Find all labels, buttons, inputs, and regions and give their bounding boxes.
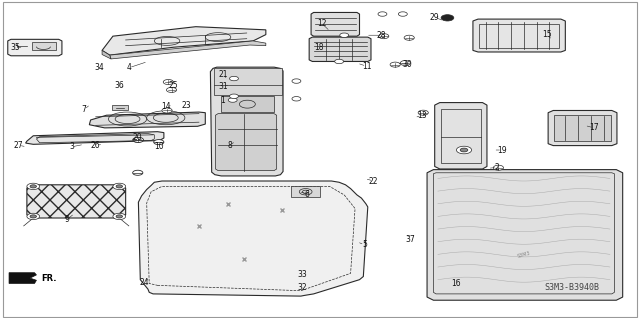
Circle shape bbox=[441, 15, 454, 21]
Circle shape bbox=[378, 12, 387, 16]
Circle shape bbox=[228, 98, 237, 102]
Text: 2: 2 bbox=[495, 163, 500, 172]
Circle shape bbox=[404, 35, 414, 40]
Circle shape bbox=[340, 33, 349, 37]
Polygon shape bbox=[27, 185, 125, 218]
Circle shape bbox=[379, 33, 389, 39]
Text: 25: 25 bbox=[168, 81, 179, 90]
Text: 5: 5 bbox=[362, 241, 367, 249]
Circle shape bbox=[400, 61, 410, 66]
Text: 27: 27 bbox=[14, 141, 24, 150]
Circle shape bbox=[163, 79, 173, 85]
Circle shape bbox=[133, 137, 143, 142]
Circle shape bbox=[460, 148, 468, 152]
Circle shape bbox=[335, 59, 344, 64]
Circle shape bbox=[166, 87, 177, 93]
Circle shape bbox=[27, 213, 40, 219]
Text: 20: 20 bbox=[132, 133, 142, 142]
Text: 9: 9 bbox=[65, 215, 70, 224]
Polygon shape bbox=[26, 132, 164, 144]
Polygon shape bbox=[102, 50, 111, 59]
Circle shape bbox=[398, 12, 407, 16]
Circle shape bbox=[292, 97, 301, 101]
Polygon shape bbox=[311, 12, 360, 36]
Polygon shape bbox=[102, 27, 266, 55]
Polygon shape bbox=[112, 105, 127, 109]
Circle shape bbox=[116, 215, 122, 218]
Circle shape bbox=[456, 146, 472, 154]
Polygon shape bbox=[138, 181, 368, 296]
Text: 33: 33 bbox=[298, 271, 307, 279]
Polygon shape bbox=[554, 115, 611, 141]
Polygon shape bbox=[216, 114, 276, 171]
Text: 11: 11 bbox=[362, 62, 371, 71]
Polygon shape bbox=[214, 68, 282, 95]
Text: 34: 34 bbox=[94, 63, 104, 72]
Polygon shape bbox=[473, 19, 565, 52]
Text: 16: 16 bbox=[451, 279, 461, 288]
Text: 3: 3 bbox=[69, 142, 74, 151]
Circle shape bbox=[390, 62, 400, 67]
Text: 23: 23 bbox=[181, 100, 191, 110]
Text: 8: 8 bbox=[227, 141, 232, 150]
Text: 32: 32 bbox=[298, 283, 307, 292]
Polygon shape bbox=[90, 112, 205, 128]
Circle shape bbox=[230, 76, 239, 81]
Text: 29: 29 bbox=[430, 13, 440, 22]
Circle shape bbox=[27, 183, 40, 189]
Circle shape bbox=[230, 94, 239, 99]
Circle shape bbox=[113, 213, 125, 219]
Circle shape bbox=[30, 185, 36, 188]
Text: 17: 17 bbox=[589, 123, 599, 132]
Circle shape bbox=[116, 185, 122, 188]
Text: 14: 14 bbox=[161, 102, 171, 111]
Text: 22: 22 bbox=[369, 176, 378, 186]
Polygon shape bbox=[8, 39, 62, 56]
Circle shape bbox=[162, 108, 172, 113]
Text: S3M3-B3940B: S3M3-B3940B bbox=[544, 283, 599, 292]
Text: 26: 26 bbox=[91, 141, 100, 150]
Text: 21: 21 bbox=[218, 70, 228, 78]
Text: 15: 15 bbox=[542, 30, 552, 39]
Text: 7: 7 bbox=[82, 105, 86, 114]
Circle shape bbox=[113, 183, 125, 189]
Text: 6: 6 bbox=[305, 190, 310, 199]
Circle shape bbox=[418, 110, 428, 115]
Text: 30: 30 bbox=[403, 60, 412, 69]
Polygon shape bbox=[109, 41, 266, 59]
Text: 12: 12 bbox=[317, 19, 326, 28]
Polygon shape bbox=[291, 186, 320, 197]
Text: FR.: FR. bbox=[41, 274, 56, 283]
Circle shape bbox=[292, 79, 301, 83]
Text: 18: 18 bbox=[314, 43, 323, 52]
Text: 36: 36 bbox=[115, 81, 124, 90]
Text: 28: 28 bbox=[376, 31, 386, 40]
Text: 10: 10 bbox=[154, 142, 164, 151]
Polygon shape bbox=[548, 110, 617, 145]
Polygon shape bbox=[221, 96, 274, 112]
Text: 4: 4 bbox=[126, 63, 131, 72]
Polygon shape bbox=[9, 273, 36, 284]
Text: 35: 35 bbox=[10, 43, 20, 52]
Polygon shape bbox=[32, 42, 56, 50]
Circle shape bbox=[132, 170, 143, 175]
Circle shape bbox=[154, 140, 164, 145]
Polygon shape bbox=[435, 103, 487, 169]
Polygon shape bbox=[309, 37, 371, 62]
Polygon shape bbox=[427, 170, 623, 300]
Text: 19: 19 bbox=[497, 145, 507, 154]
Text: 13: 13 bbox=[417, 111, 427, 120]
Text: S3M3: S3M3 bbox=[516, 250, 531, 258]
Text: 1: 1 bbox=[220, 97, 225, 106]
Polygon shape bbox=[211, 67, 283, 176]
Circle shape bbox=[493, 165, 504, 170]
Text: 31: 31 bbox=[218, 82, 228, 91]
Text: 24: 24 bbox=[140, 278, 150, 287]
Circle shape bbox=[132, 137, 143, 142]
Circle shape bbox=[30, 215, 36, 218]
Text: 37: 37 bbox=[405, 235, 415, 244]
